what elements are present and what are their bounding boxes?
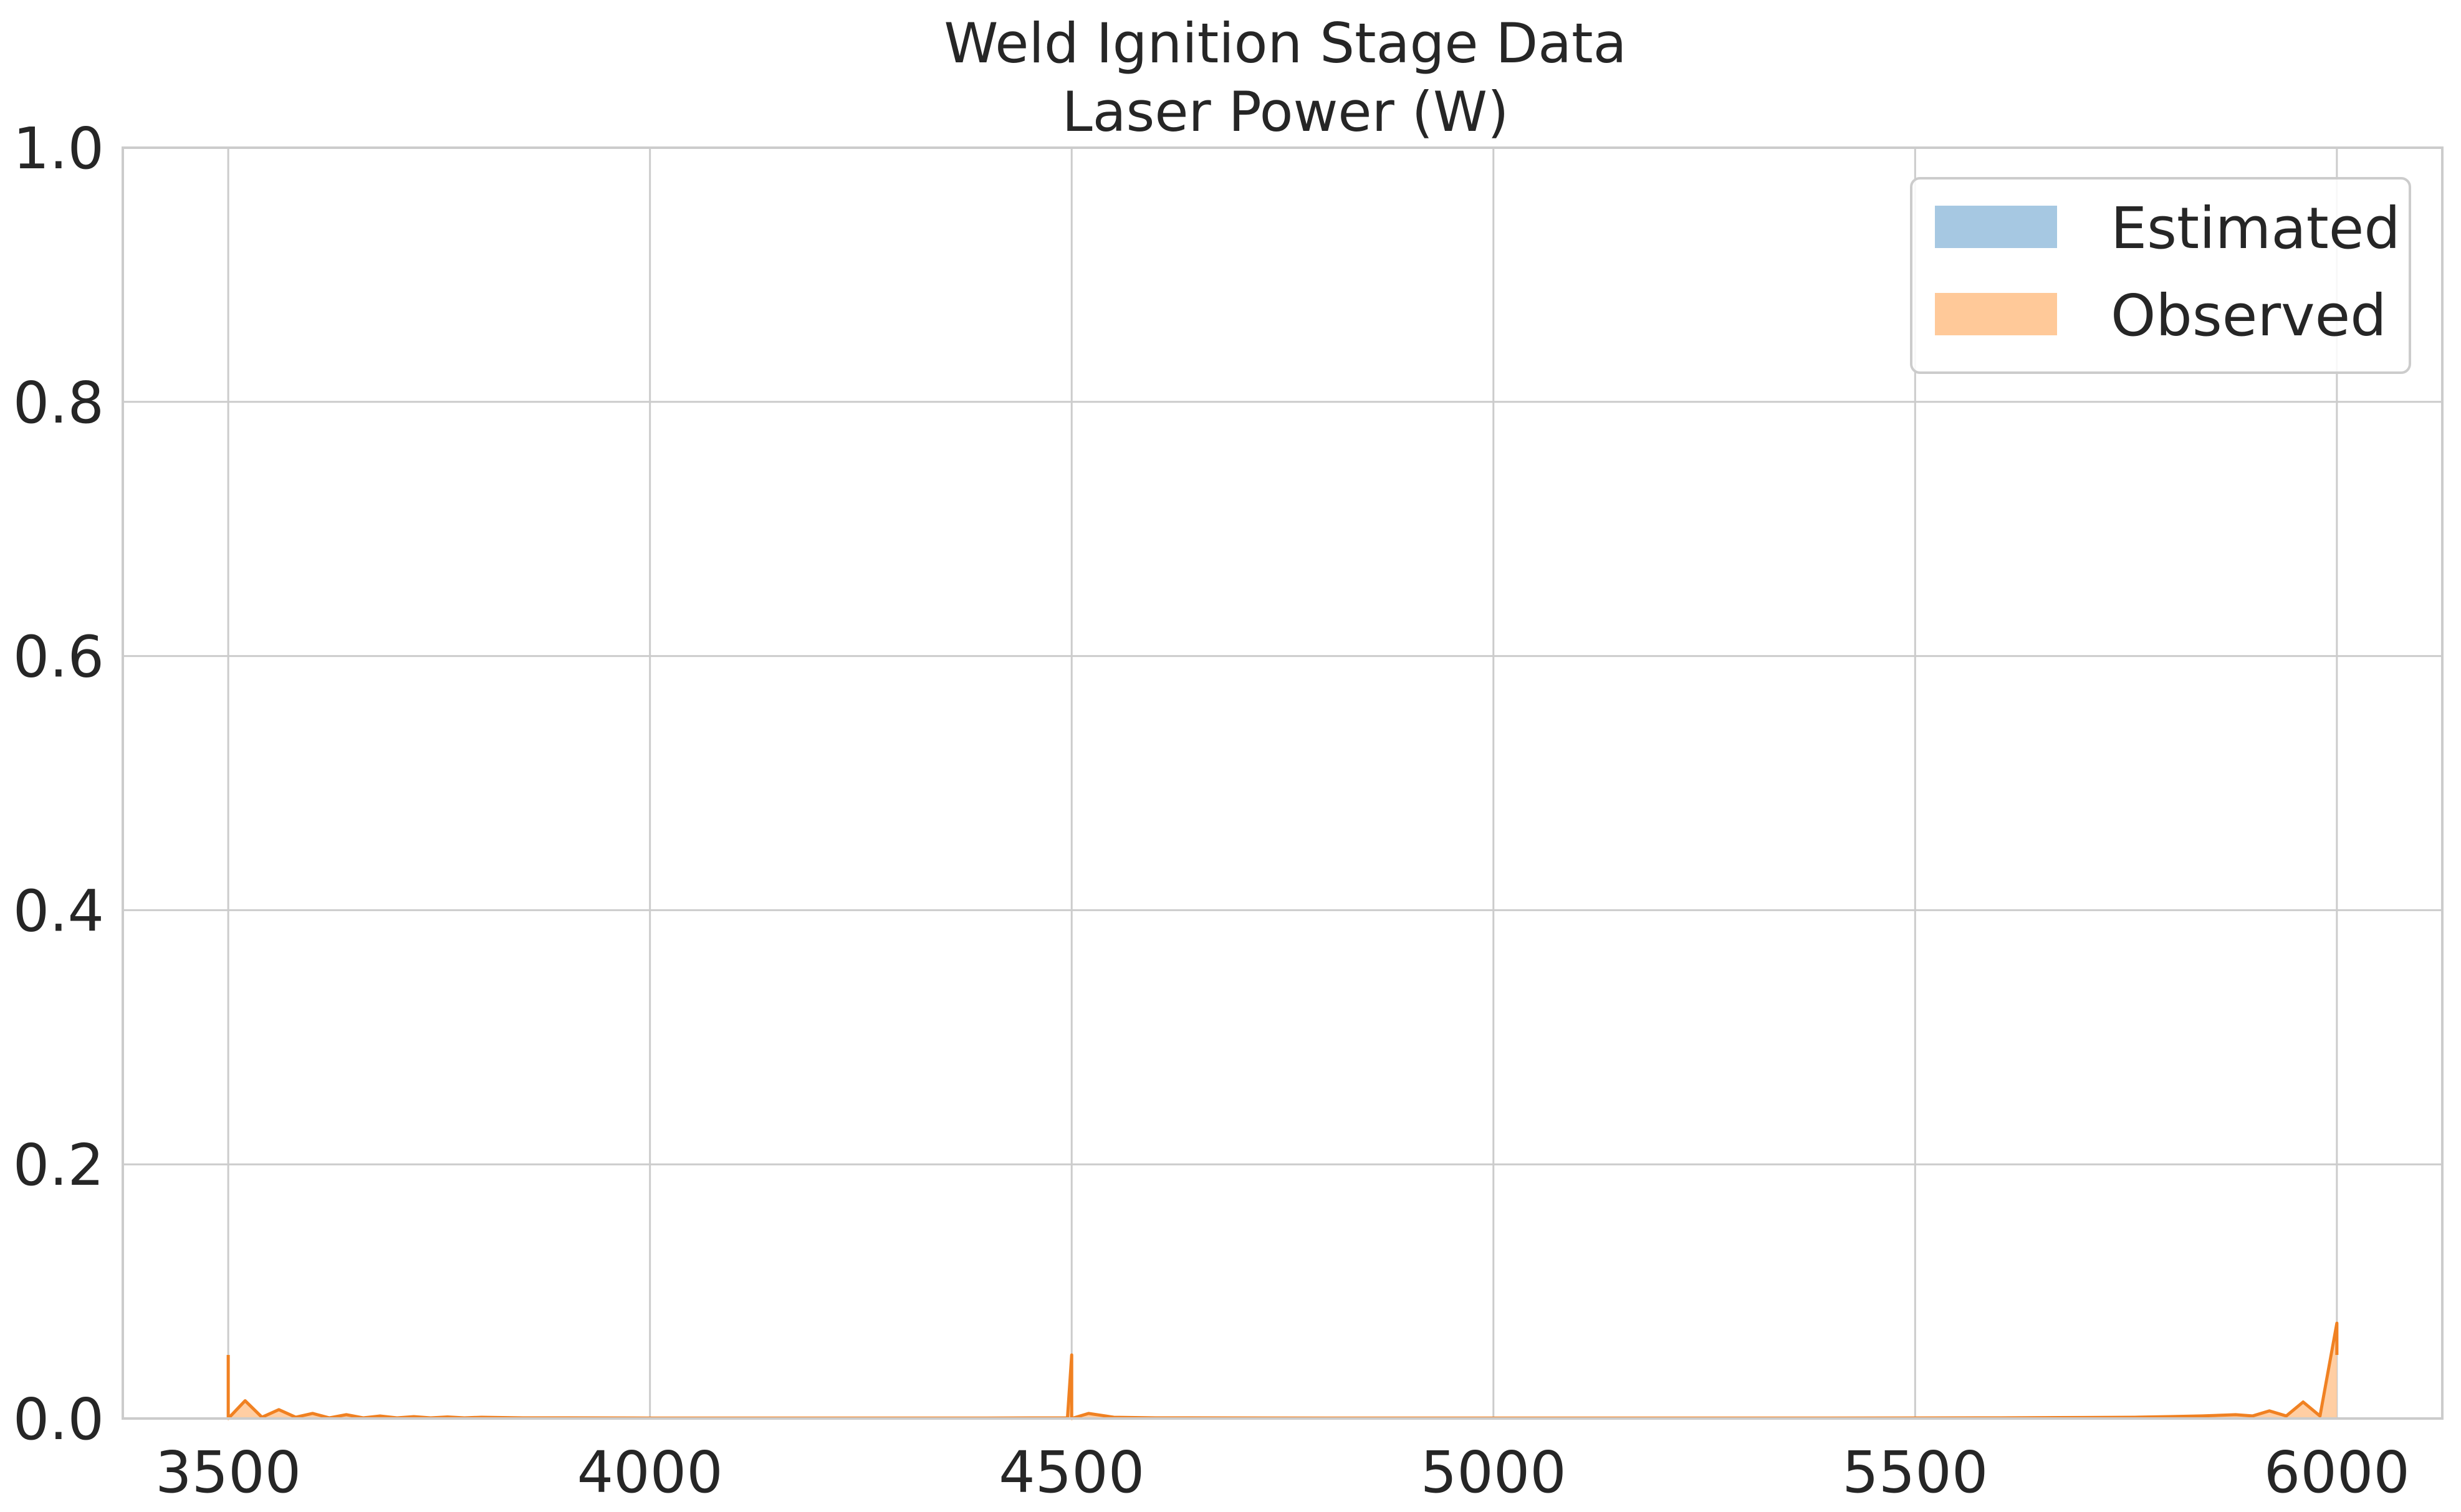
- legend-swatch-estimated: [1935, 206, 2057, 248]
- x-tick-label: 4000: [577, 1439, 723, 1506]
- y-tick-label: 0.4: [13, 878, 104, 944]
- y-tick-label: 0.6: [13, 624, 104, 691]
- tick-layer: 3500 4000 4500 5000 5500 6000 0.0 0.2 0.4 0.6 0.8 1…: [13, 115, 2410, 1506]
- chart-title-line-2: Laser Power (W): [1062, 80, 1509, 144]
- x-tick-label: 6000: [2264, 1439, 2410, 1506]
- x-tick-label: 4500: [999, 1439, 1144, 1506]
- y-tick-label: 0.2: [13, 1132, 104, 1199]
- legend: Estimated Observed: [1910, 177, 2411, 374]
- y-tick-label: 0.0: [13, 1386, 104, 1453]
- chart-title-line-1: Weld Ignition Stage Data: [944, 11, 1626, 75]
- x-tick-label: 3500: [155, 1439, 301, 1506]
- x-tick-label: 5500: [1842, 1439, 1988, 1506]
- legend-label-estimated: Estimated: [2111, 195, 2401, 262]
- y-tick-label: 0.8: [13, 370, 104, 436]
- legend-label-observed: Observed: [2111, 282, 2387, 349]
- legend-swatch-observed: [1935, 293, 2057, 335]
- y-tick-label: 1.0: [13, 115, 104, 182]
- plot-frame: [122, 146, 2444, 1420]
- x-tick-label: 5000: [1421, 1439, 1566, 1506]
